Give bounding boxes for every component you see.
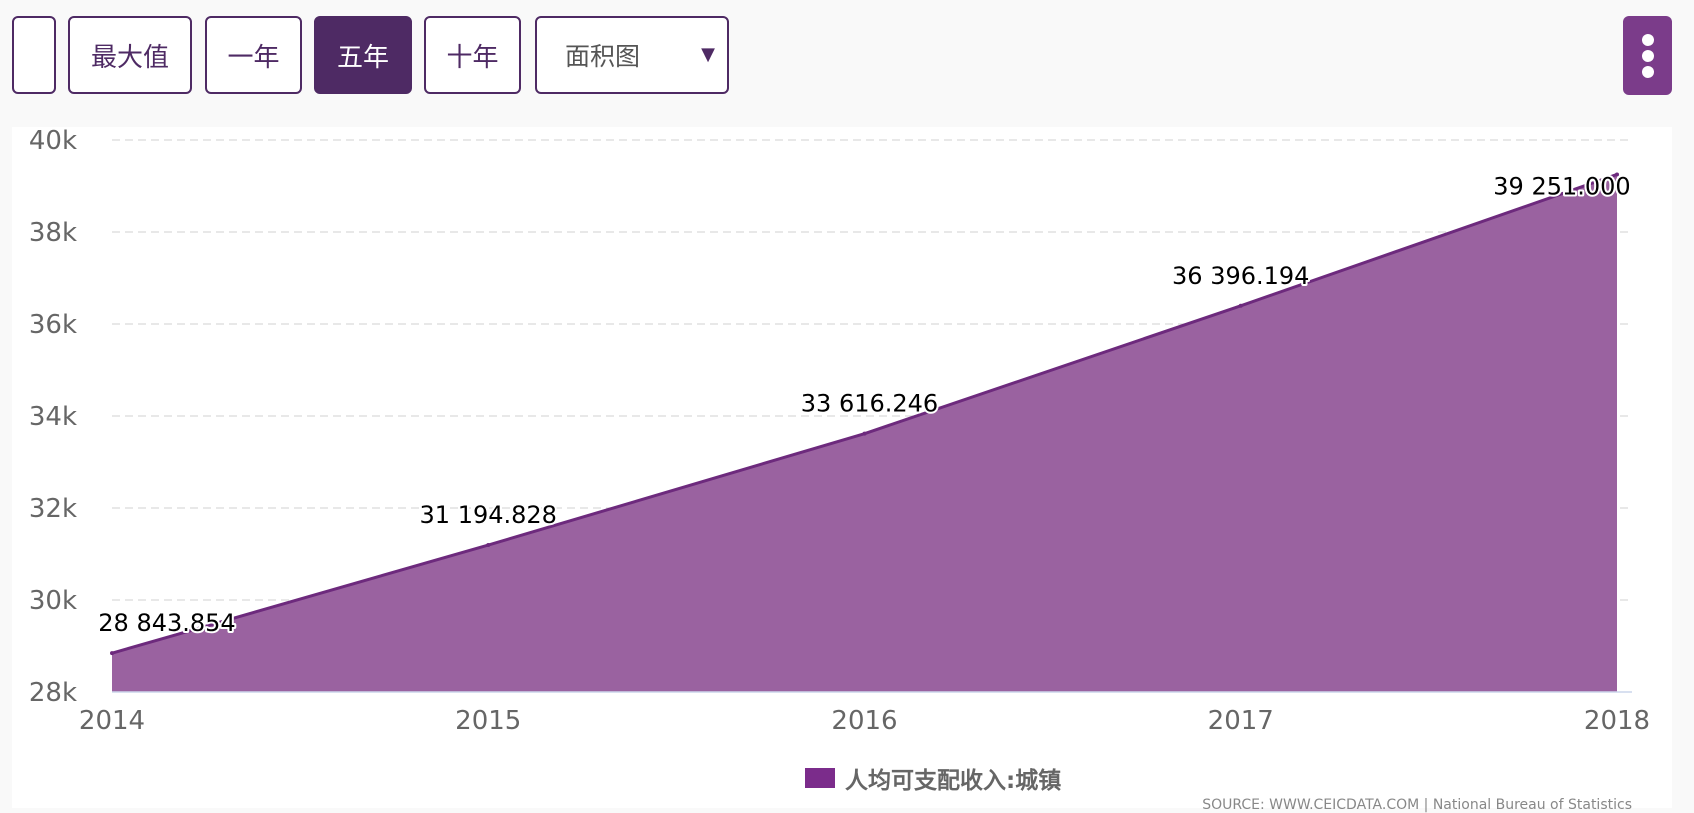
data-label: 31 194.828 [420,501,557,529]
data-point [862,431,867,436]
x-tick-label: 2014 [79,706,145,736]
chart-panel: 28k 30k 32k 34k 36k 38k 40k 28 843.854 31 194.82… [12,127,1672,808]
kebab-dot-icon [1642,50,1654,62]
data-label: 28 843.854 [98,609,235,637]
blank-button[interactable] [12,16,56,94]
chart-type-select[interactable]: 面积图 ▼ [535,16,729,94]
y-tick-label: 34k [29,402,77,432]
data-label: 36 396.194 [1172,262,1309,290]
area-chart: 28k 30k 32k 34k 36k 38k 40k 28 843.854 31 194.82… [29,127,1650,736]
range-10y-button[interactable]: 十年 [424,16,521,94]
source-text: SOURCE: WWW.CEICDATA.COM | National Bure… [1202,797,1632,813]
chevron-down-icon: ▼ [701,44,715,65]
data-point [1615,172,1619,177]
legend[interactable]: 人均可支配收入:城镇 [805,762,1061,794]
more-menu-button[interactable] [1623,16,1672,95]
y-tick-label: 28k [29,678,77,708]
area-series [112,174,1617,693]
y-tick-label: 32k [29,494,77,524]
y-tick-label: 40k [29,127,77,156]
y-tick-label: 38k [29,218,77,248]
y-tick-label: 36k [29,310,77,340]
legend-swatch [805,768,835,788]
toolbar: 最大值 一年 五年 十年 面积图 ▼ [0,0,1694,115]
x-tick-label: 2015 [455,706,521,736]
range-1y-button[interactable]: 一年 [205,16,302,94]
y-tick-label: 30k [29,586,77,616]
kebab-dot-icon [1642,34,1654,46]
x-tick-label: 2018 [1584,706,1650,736]
x-tick-label: 2016 [831,706,897,736]
data-label: 39 251.000 [1493,172,1630,200]
x-tick-label: 2017 [1208,706,1274,736]
data-point [1238,303,1243,308]
data-point [110,651,114,656]
range-max-button[interactable]: 最大值 [68,16,192,94]
data-point [486,543,491,548]
kebab-dot-icon [1642,66,1654,78]
data-label: 33 616.246 [801,390,938,418]
chart-type-value: 面积图 [565,42,641,71]
legend-label: 人均可支配收入:城镇 [845,768,1062,794]
range-5y-button[interactable]: 五年 [314,16,412,94]
